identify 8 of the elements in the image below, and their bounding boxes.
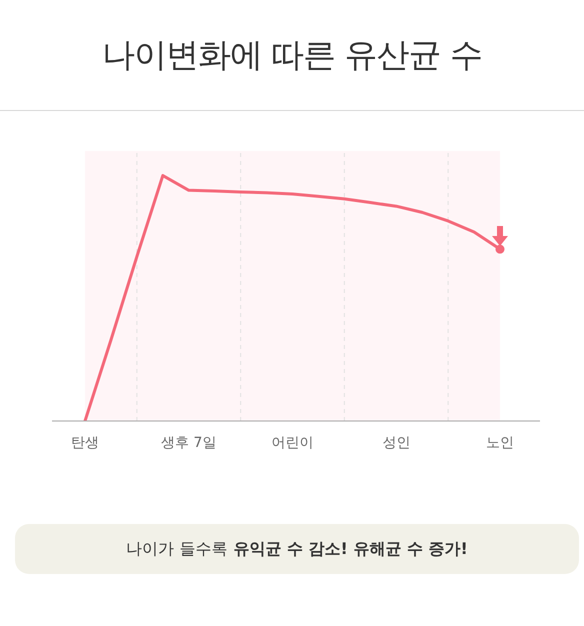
x-tick-label: 노인 (486, 434, 514, 451)
x-tick-label: 어린이 (272, 434, 314, 451)
x-tick-label: 생후 7일 (161, 434, 216, 451)
text: 나이가 들수록 (126, 538, 228, 560)
x-tick-label: 성인 (382, 434, 410, 451)
chart-title: 나이변화에 따른 유산균 수 (102, 34, 482, 76)
x-tick-label: 탄생 (71, 434, 99, 451)
text: 유익균 수 감소! 유해균 수 증가! (233, 538, 468, 560)
